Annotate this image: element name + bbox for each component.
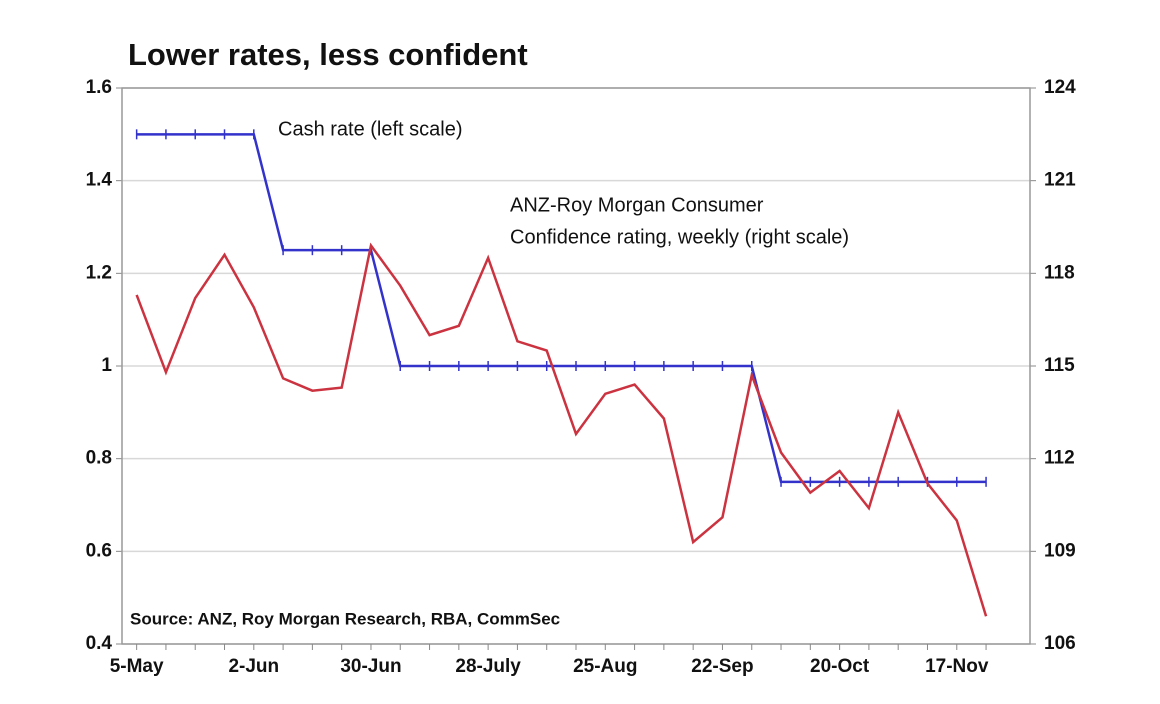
y-tick-label: 1.2 xyxy=(86,262,112,283)
series-line xyxy=(136,133,987,484)
annotation: ANZ-Roy Morgan Consumer xyxy=(510,194,764,216)
annotation: Cash rate (left scale) xyxy=(278,118,463,140)
x-tick-label: 17-Nov xyxy=(925,656,989,677)
x-tick-label: 30-Jun xyxy=(340,656,401,677)
annotation: Confidence rating, weekly (right scale) xyxy=(510,226,849,248)
chart-title: Lower rates, less confident xyxy=(128,37,528,72)
source-note: Source: ANZ, Roy Morgan Research, RBA, C… xyxy=(130,609,560,628)
series-line xyxy=(135,242,988,617)
y2-tick-label: 121 xyxy=(1044,170,1076,191)
y2-tick-label: 112 xyxy=(1044,448,1075,469)
y-tick-label: 0.8 xyxy=(86,448,112,469)
x-tick-label: 20-Oct xyxy=(810,656,870,677)
y2-tick-label: 124 xyxy=(1044,77,1076,98)
y2-tick-label: 106 xyxy=(1044,633,1076,654)
y-tick-label: 0.6 xyxy=(86,540,112,561)
x-tick-label: 25-Aug xyxy=(573,656,637,677)
y-tick-label: 1.4 xyxy=(86,170,113,191)
x-tick-label: 22-Sep xyxy=(691,656,753,677)
y-tick-label: 1.6 xyxy=(86,77,112,98)
y2-tick-label: 118 xyxy=(1044,262,1075,283)
x-tick-label: 28-July xyxy=(455,656,521,677)
y-tick-label: 1 xyxy=(101,355,112,376)
y2-tick-label: 109 xyxy=(1044,540,1076,561)
x-tick-label: 5-May xyxy=(110,656,164,677)
y-tick-label: 0.4 xyxy=(86,633,113,654)
x-tick-label: 2-Jun xyxy=(228,656,279,677)
y2-tick-label: 115 xyxy=(1044,355,1075,376)
